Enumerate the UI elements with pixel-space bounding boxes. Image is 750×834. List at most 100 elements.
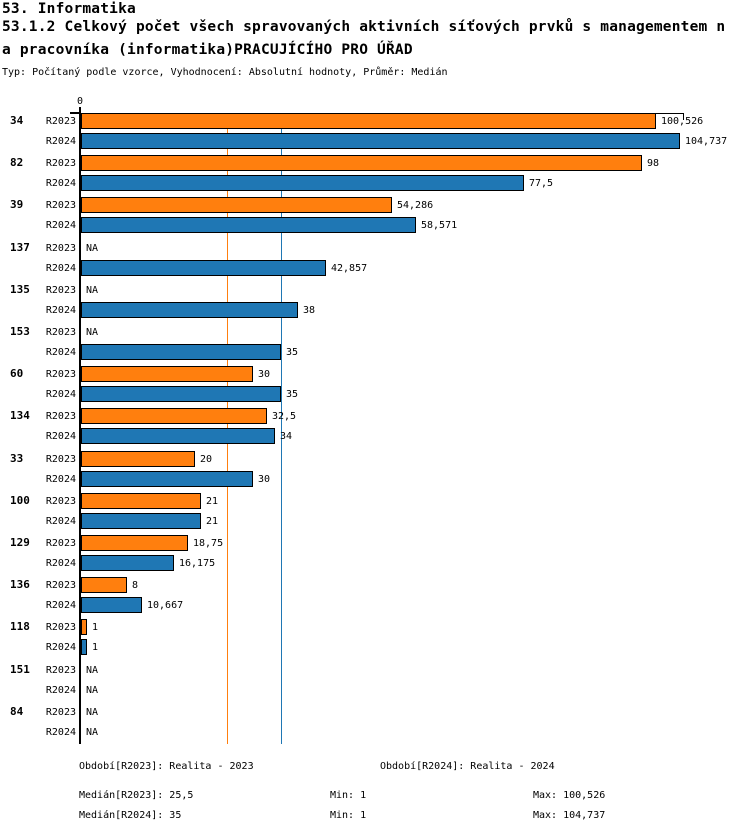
series-row-label: R2023 — [45, 285, 76, 296]
bar-value-label: 21 — [206, 516, 219, 527]
bar-r2024 — [81, 217, 416, 233]
chart-top-border-tick — [683, 113, 684, 120]
group-label: 153 — [10, 325, 30, 338]
series-row-label: R2024 — [45, 263, 76, 274]
bar-chart: 0 34 R2023 100,526 R2024 104,737 82 R2023 98 R202… — [10, 97, 728, 744]
group-label: 84 — [10, 705, 24, 718]
series-row-label: R2023 — [45, 496, 76, 507]
series-row-label: R2024 — [45, 389, 76, 400]
report-subtitle-line2: a pracovníka (informatika)PRACUJÍCÍHO PR… — [2, 42, 413, 58]
bar-value-label: 21 — [206, 496, 219, 507]
median-line-r2024 — [281, 113, 282, 744]
bar-value-label: 98 — [647, 158, 660, 169]
bar-value-label: 16,175 — [179, 558, 216, 569]
bar-value-label: 34 — [280, 431, 293, 442]
bar-value-label: NA — [86, 685, 99, 696]
bar-r2023 — [81, 577, 127, 593]
bar-value-label: NA — [86, 665, 99, 676]
bar-value-label: 18,75 — [193, 538, 224, 549]
bar-r2023 — [81, 535, 188, 551]
series-row-label: R2023 — [45, 622, 76, 633]
bar-r2023 — [81, 155, 642, 171]
series-row-label: R2024 — [45, 305, 76, 316]
bar-value-label: NA — [86, 285, 99, 296]
series-row-label: R2023 — [45, 116, 76, 127]
bar-r2023 — [81, 619, 87, 635]
bar-r2024 — [81, 471, 253, 487]
group-label: 82 — [10, 156, 24, 169]
bar-r2024 — [81, 428, 275, 444]
bar-value-label: 30 — [258, 474, 271, 485]
series-row-label: R2023 — [45, 369, 76, 380]
stat-max-r2024: Max: 104,737 — [533, 810, 606, 821]
bar-value-label: 20 — [200, 454, 213, 465]
series-row-label: R2023 — [45, 665, 76, 676]
group-label: 135 — [10, 283, 30, 296]
series-row-label: R2024 — [45, 558, 76, 569]
group-label: 34 — [10, 114, 24, 127]
series-row-label: R2024 — [45, 136, 76, 147]
series-row-label: R2023 — [45, 158, 76, 169]
group-label: 136 — [10, 578, 30, 591]
series-row-label: R2024 — [45, 431, 76, 442]
series-row-label: R2023 — [45, 538, 76, 549]
series-row-label: R2024 — [45, 642, 76, 653]
bar-value-label: NA — [86, 727, 99, 738]
bar-r2023 — [81, 451, 195, 467]
bar-value-label: 10,667 — [147, 600, 184, 611]
group-label: 60 — [10, 367, 24, 380]
series-row-label: R2024 — [45, 474, 76, 485]
stat-median-r2023: Medián[R2023]: 25,5 — [79, 790, 194, 801]
bar-r2023 — [81, 197, 392, 213]
group-label: 137 — [10, 241, 30, 254]
series-row-label: R2024 — [45, 347, 76, 358]
legend-period-r2024: Období[R2024]: Realita - 2024 — [380, 761, 555, 772]
bar-r2024 — [81, 175, 524, 191]
bar-value-label: 1 — [92, 622, 99, 633]
group-label: 39 — [10, 198, 24, 211]
series-row-label: R2023 — [45, 243, 76, 254]
bar-value-label: 58,571 — [421, 220, 458, 231]
bar-r2024 — [81, 133, 680, 149]
bar-value-label: 1 — [92, 642, 99, 653]
stat-min-r2024: Min: 1 — [330, 810, 367, 821]
series-row-label: R2024 — [45, 516, 76, 527]
bar-value-label: NA — [86, 707, 99, 718]
group-label: 151 — [10, 663, 30, 676]
stat-max-r2023: Max: 100,526 — [533, 790, 606, 801]
report-subtitle-line1: 53.1.2 Celkový počet všech spravovaných … — [2, 19, 726, 35]
series-row-label: R2023 — [45, 454, 76, 465]
bar-r2024 — [81, 344, 281, 360]
bar-value-label: 35 — [286, 347, 299, 358]
legend-period-r2023: Období[R2023]: Realita - 2023 — [79, 761, 254, 772]
bar-value-label: 35 — [286, 389, 299, 400]
series-row-label: R2024 — [45, 727, 76, 738]
bar-r2023 — [81, 408, 267, 424]
series-row-label: R2023 — [45, 707, 76, 718]
series-row-label: R2023 — [45, 411, 76, 422]
axis-left-tick — [70, 112, 80, 114]
series-row-label: R2024 — [45, 600, 76, 611]
y-axis-line — [79, 107, 81, 744]
bar-value-label: 8 — [132, 580, 139, 591]
group-label: 134 — [10, 409, 30, 422]
bar-value-label: 32,5 — [272, 411, 297, 422]
series-row-label: R2023 — [45, 580, 76, 591]
bar-value-label: 42,857 — [331, 263, 368, 274]
bar-value-label: 38 — [303, 305, 316, 316]
bar-value-label: 77,5 — [529, 178, 554, 189]
group-label: 129 — [10, 536, 30, 549]
bar-r2023 — [81, 493, 201, 509]
bar-r2023 — [81, 366, 253, 382]
group-label: 118 — [10, 620, 30, 633]
bar-r2024 — [81, 639, 87, 655]
bar-r2024 — [81, 302, 298, 318]
bar-value-label: 104,737 — [685, 136, 728, 147]
group-label: 33 — [10, 452, 24, 465]
group-label: 100 — [10, 494, 30, 507]
bar-value-label: 30 — [258, 369, 271, 380]
bar-r2024 — [81, 555, 174, 571]
report-meta: Typ: Počítaný podle vzorce, Vyhodnocení:… — [2, 67, 448, 78]
bar-value-label: NA — [86, 243, 99, 254]
